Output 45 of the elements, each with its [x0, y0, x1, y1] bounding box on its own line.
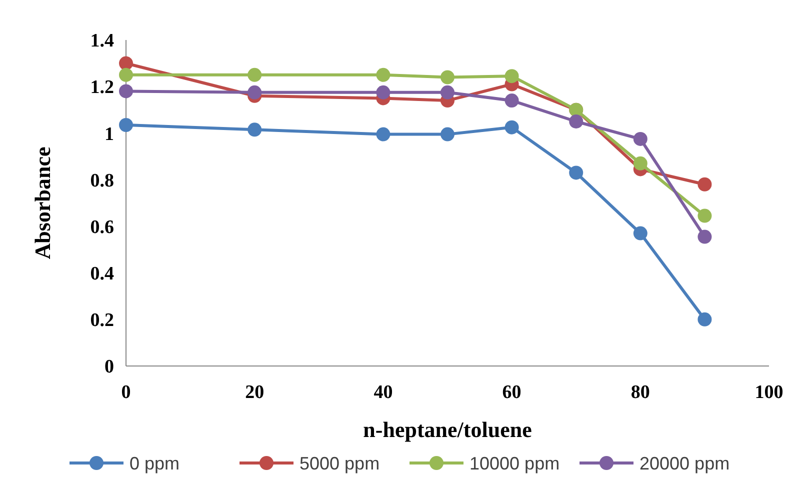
y-tick-label: 1.2	[90, 77, 114, 98]
point	[440, 85, 454, 100]
y-axis-title: Absorbance	[30, 146, 55, 260]
point	[119, 84, 133, 98]
legend-label: 20000 ppm	[640, 453, 730, 474]
point	[119, 68, 133, 82]
point	[376, 85, 390, 100]
y-tick-label: 1.4	[90, 30, 114, 52]
point	[698, 230, 712, 244]
point	[698, 208, 712, 223]
point	[248, 68, 262, 82]
point	[248, 85, 262, 100]
point	[119, 56, 133, 70]
point	[569, 166, 584, 180]
point	[119, 118, 133, 132]
point	[569, 114, 584, 128]
point	[440, 127, 454, 142]
point	[633, 156, 648, 170]
point	[633, 132, 648, 146]
y-tick-label: 0	[104, 356, 114, 378]
point	[248, 122, 262, 137]
x-axis-title: n-heptane/toluene	[363, 417, 532, 442]
legend-label: 0 ppm	[130, 453, 180, 474]
x-tick-label: 100	[754, 382, 784, 403]
point	[698, 312, 712, 326]
x-tick-label: 40	[374, 382, 393, 403]
y-tick-label: 0.6	[90, 216, 114, 238]
x-tick-label: 20	[245, 382, 264, 403]
y-tick-label: 0.4	[90, 264, 114, 285]
point	[698, 177, 712, 192]
point	[376, 68, 390, 82]
point	[376, 127, 390, 142]
point	[440, 70, 454, 84]
point	[504, 120, 519, 134]
x-tick-label: 0	[121, 382, 131, 403]
legend-label: 5000 ppm	[300, 453, 380, 474]
x-tick-label: 60	[502, 382, 522, 403]
point	[633, 226, 648, 240]
y-tick-label: 1	[104, 124, 114, 145]
x-tick-label: 80	[630, 382, 650, 403]
y-tick-label: 0.2	[90, 310, 114, 332]
point	[504, 69, 519, 84]
point	[504, 94, 519, 108]
y-tick-label: 0.8	[90, 170, 114, 192]
legend-label: 10000 ppm	[470, 453, 560, 474]
